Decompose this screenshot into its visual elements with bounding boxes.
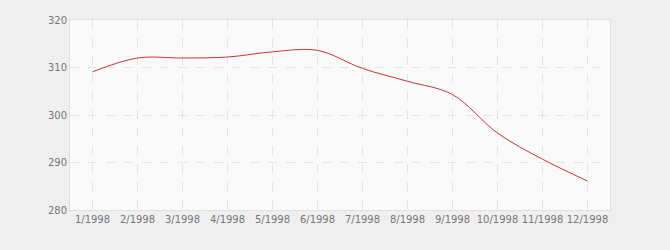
svg-text:310: 310 [48, 62, 67, 73]
svg-text:280: 280 [48, 205, 67, 216]
svg-text:6/1998: 6/1998 [300, 214, 335, 225]
svg-text:9/1998: 9/1998 [435, 214, 470, 225]
svg-text:7/1998: 7/1998 [345, 214, 380, 225]
svg-text:4/1998: 4/1998 [210, 214, 245, 225]
svg-text:8/1998: 8/1998 [390, 214, 425, 225]
svg-text:300: 300 [48, 110, 67, 121]
svg-text:3/1998: 3/1998 [165, 214, 200, 225]
svg-text:320: 320 [48, 15, 67, 26]
svg-text:2/1998: 2/1998 [120, 214, 155, 225]
svg-text:11/1998: 11/1998 [522, 214, 564, 225]
svg-text:1/1998: 1/1998 [75, 214, 110, 225]
svg-text:12/1998: 12/1998 [567, 214, 609, 225]
svg-text:290: 290 [48, 157, 67, 168]
svg-text:5/1998: 5/1998 [255, 214, 290, 225]
svg-text:10/1998: 10/1998 [477, 214, 519, 225]
